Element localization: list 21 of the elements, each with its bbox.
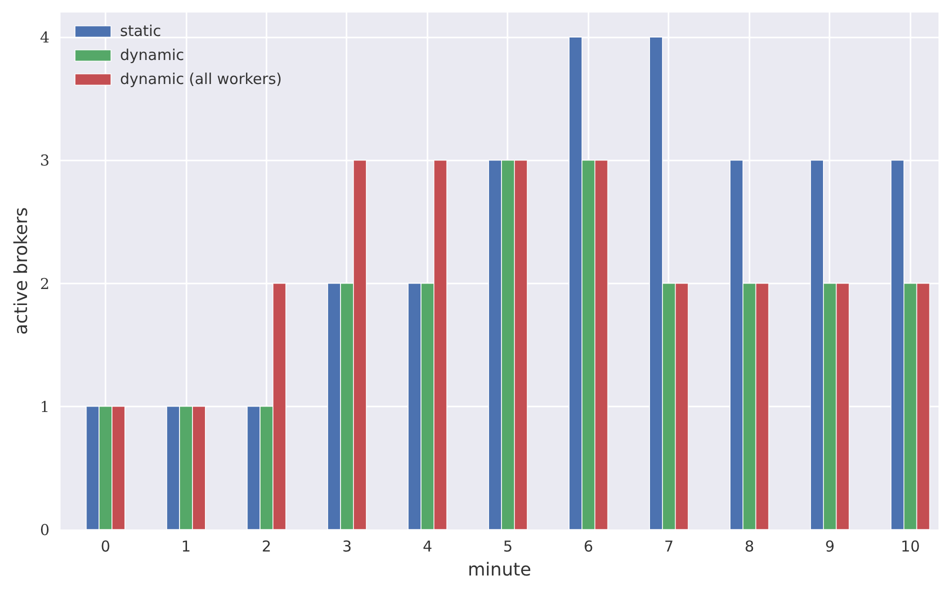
x-tick-label: 3 bbox=[342, 538, 352, 556]
x-tick-label: 5 bbox=[503, 538, 513, 556]
x-tick-label: 8 bbox=[744, 538, 754, 556]
legend-label: dynamic (all workers) bbox=[120, 70, 282, 88]
x-tick-label: 10 bbox=[900, 538, 920, 556]
x-axis-title: minute bbox=[468, 560, 532, 580]
y-tick-label: 2 bbox=[40, 274, 50, 293]
x-tick-label: 7 bbox=[664, 538, 674, 556]
y-axis-title: active brokers bbox=[10, 207, 32, 335]
y-tick-label: 3 bbox=[40, 152, 50, 170]
x-tick-label: 1 bbox=[181, 538, 191, 556]
y-tick-label: 0 bbox=[40, 521, 50, 539]
x-tick-label: 6 bbox=[584, 538, 594, 556]
y-tick-label: 4 bbox=[40, 28, 50, 47]
x-tick-label: 2 bbox=[262, 538, 272, 556]
x-tick-label: 0 bbox=[100, 538, 110, 556]
x-tick-label: 9 bbox=[825, 538, 835, 556]
y-tick-label: 1 bbox=[40, 398, 50, 416]
legend-label: dynamic bbox=[120, 46, 184, 64]
legend-label: static bbox=[120, 22, 162, 40]
x-tick-label: 4 bbox=[422, 538, 432, 556]
